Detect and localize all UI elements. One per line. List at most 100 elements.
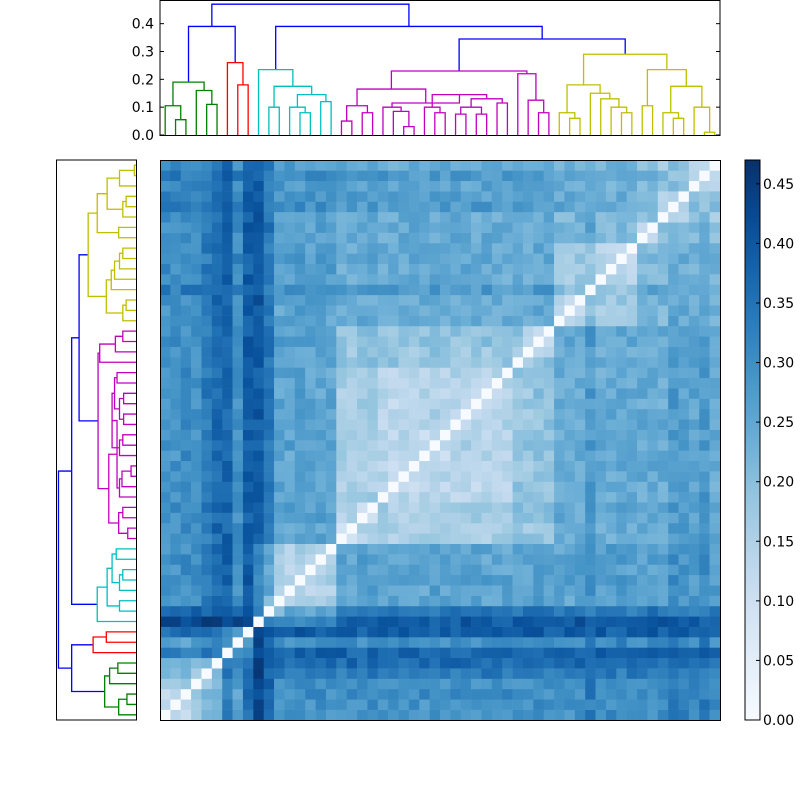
- heatmap-cell: [605, 429, 617, 441]
- heatmap-cell: [657, 688, 669, 700]
- heatmap-cell: [512, 668, 524, 679]
- heatmap-cell: [699, 502, 710, 513]
- heatmap-cell: [336, 688, 347, 700]
- heatmap-cell: [440, 512, 451, 524]
- heatmap-cell: [429, 346, 441, 358]
- heatmap-cell: [294, 180, 306, 192]
- heatmap-cell: [160, 419, 171, 430]
- heatmap-cell: [626, 408, 638, 420]
- dendrogram-link: [600, 98, 620, 135]
- heatmap-cell: [191, 512, 202, 524]
- heatmap-cell: [429, 543, 441, 555]
- heatmap-cell: [284, 253, 296, 264]
- heatmap-cell: [315, 647, 327, 659]
- heatmap-cell: [688, 201, 700, 213]
- heatmap-cell: [377, 491, 389, 503]
- heatmap-cell: [232, 605, 244, 617]
- heatmap-cell: [201, 170, 213, 182]
- heatmap-cell: [699, 419, 710, 430]
- heatmap-cell: [315, 191, 327, 202]
- heatmap-cell: [388, 533, 399, 544]
- heatmap-cell: [357, 336, 368, 347]
- heatmap-cell: [450, 605, 462, 617]
- heatmap-cell: [471, 554, 482, 565]
- heatmap-cell: [585, 242, 596, 254]
- heatmap-cell: [211, 222, 223, 233]
- heatmap-cell: [357, 429, 368, 441]
- heatmap-cell: [440, 647, 451, 659]
- heatmap-cell: [543, 222, 555, 233]
- heatmap-cell: [377, 543, 389, 555]
- heatmap-cell: [440, 574, 451, 586]
- heatmap-cell: [242, 626, 254, 638]
- heatmap-cell: [533, 377, 544, 389]
- heatmap-cell: [232, 336, 244, 347]
- heatmap-cell: [440, 564, 451, 576]
- heatmap-cell: [595, 512, 607, 524]
- heatmap-cell: [678, 180, 690, 192]
- heatmap-cell: [647, 357, 659, 368]
- heatmap-cell: [211, 305, 223, 316]
- heatmap-cell: [709, 315, 721, 327]
- heatmap-cell: [564, 191, 576, 202]
- heatmap-cell: [305, 616, 316, 627]
- heatmap-cell: [616, 336, 627, 347]
- heatmap-cell: [554, 388, 565, 399]
- heatmap-cell: [160, 160, 171, 171]
- heatmap-cell: [699, 543, 710, 555]
- heatmap-cell: [585, 419, 596, 430]
- heatmap-cell: [647, 522, 659, 534]
- heatmap-cell: [201, 471, 213, 482]
- heatmap-cell: [325, 263, 337, 275]
- heatmap-cell: [502, 315, 513, 327]
- heatmap-cell: [232, 647, 244, 659]
- dendrogram-link: [226, 61, 244, 135]
- heatmap-cell: [160, 657, 171, 669]
- heatmap-cell: [450, 471, 462, 482]
- heatmap-cell: [242, 502, 254, 513]
- heatmap-cell: [408, 367, 420, 379]
- heatmap-cell: [637, 253, 648, 264]
- heatmap-cell: [388, 201, 399, 213]
- heatmap-cell: [201, 315, 213, 327]
- heatmap-cell: [699, 637, 710, 648]
- heatmap-cell: [232, 637, 244, 648]
- heatmap-cell: [377, 398, 389, 410]
- heatmap-cell: [699, 232, 710, 244]
- heatmap-cell: [574, 170, 586, 182]
- heatmap-cell: [305, 605, 316, 617]
- heatmap-cell: [481, 460, 493, 472]
- heatmap-cell: [564, 284, 576, 296]
- heatmap-cell: [647, 242, 659, 254]
- heatmap-cell: [554, 305, 565, 316]
- heatmap-cell: [357, 709, 368, 721]
- heatmap-cell: [253, 450, 264, 462]
- heatmap-cell: [668, 688, 679, 700]
- heatmap-cell: [647, 211, 659, 223]
- heatmap-cell: [398, 668, 410, 679]
- heatmap-cell: [626, 315, 638, 327]
- heatmap-cell: [180, 160, 192, 171]
- heatmap-cell: [657, 325, 669, 337]
- heatmap-cell: [585, 305, 596, 316]
- heatmap-cell: [668, 595, 679, 607]
- heatmap-cell: [180, 429, 192, 441]
- heatmap-cell: [605, 211, 617, 223]
- heatmap-cell: [471, 315, 482, 327]
- heatmap-cell: [398, 388, 410, 399]
- heatmap-cell: [305, 305, 316, 316]
- heatmap-cell: [232, 533, 244, 544]
- heatmap-cell: [657, 357, 669, 368]
- heatmap-cell: [429, 305, 441, 316]
- heatmap-cell: [440, 699, 451, 710]
- heatmap-cell: [533, 263, 544, 275]
- heatmap-cell: [315, 471, 327, 482]
- heatmap-cell: [564, 647, 576, 659]
- heatmap-cell: [357, 637, 368, 648]
- heatmap-cell: [522, 253, 534, 264]
- heatmap-cell: [637, 491, 648, 503]
- heatmap-cell: [180, 533, 192, 544]
- heatmap-cell: [253, 325, 264, 337]
- heatmap-cell: [440, 471, 451, 482]
- heatmap-cell: [315, 678, 327, 690]
